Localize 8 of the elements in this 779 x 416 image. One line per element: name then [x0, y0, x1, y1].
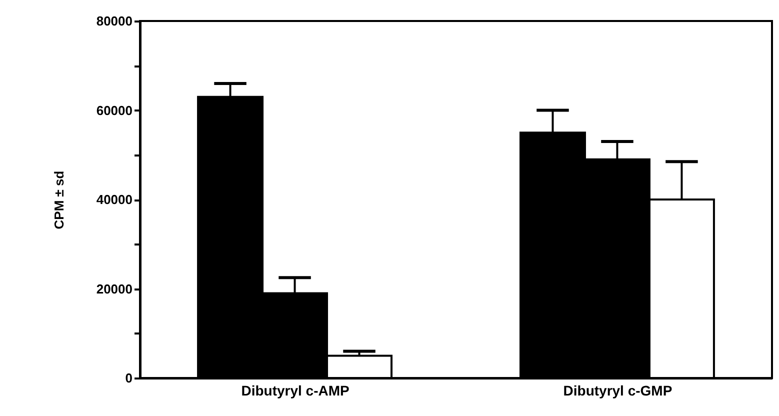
y-tick-label: 40000 — [96, 192, 132, 207]
x-tick-label: Dibutyryl c-GMP — [563, 382, 672, 398]
y-tick-label: 20000 — [96, 281, 132, 296]
y-tick-label: 60000 — [96, 102, 132, 118]
y-tick-label: 0 — [125, 370, 132, 386]
y-axis-title: CPM ± sd — [51, 170, 66, 230]
x-tick-label: Dibutyryl c-AMP — [241, 382, 350, 398]
y-tick-label: 80000 — [96, 14, 132, 28]
